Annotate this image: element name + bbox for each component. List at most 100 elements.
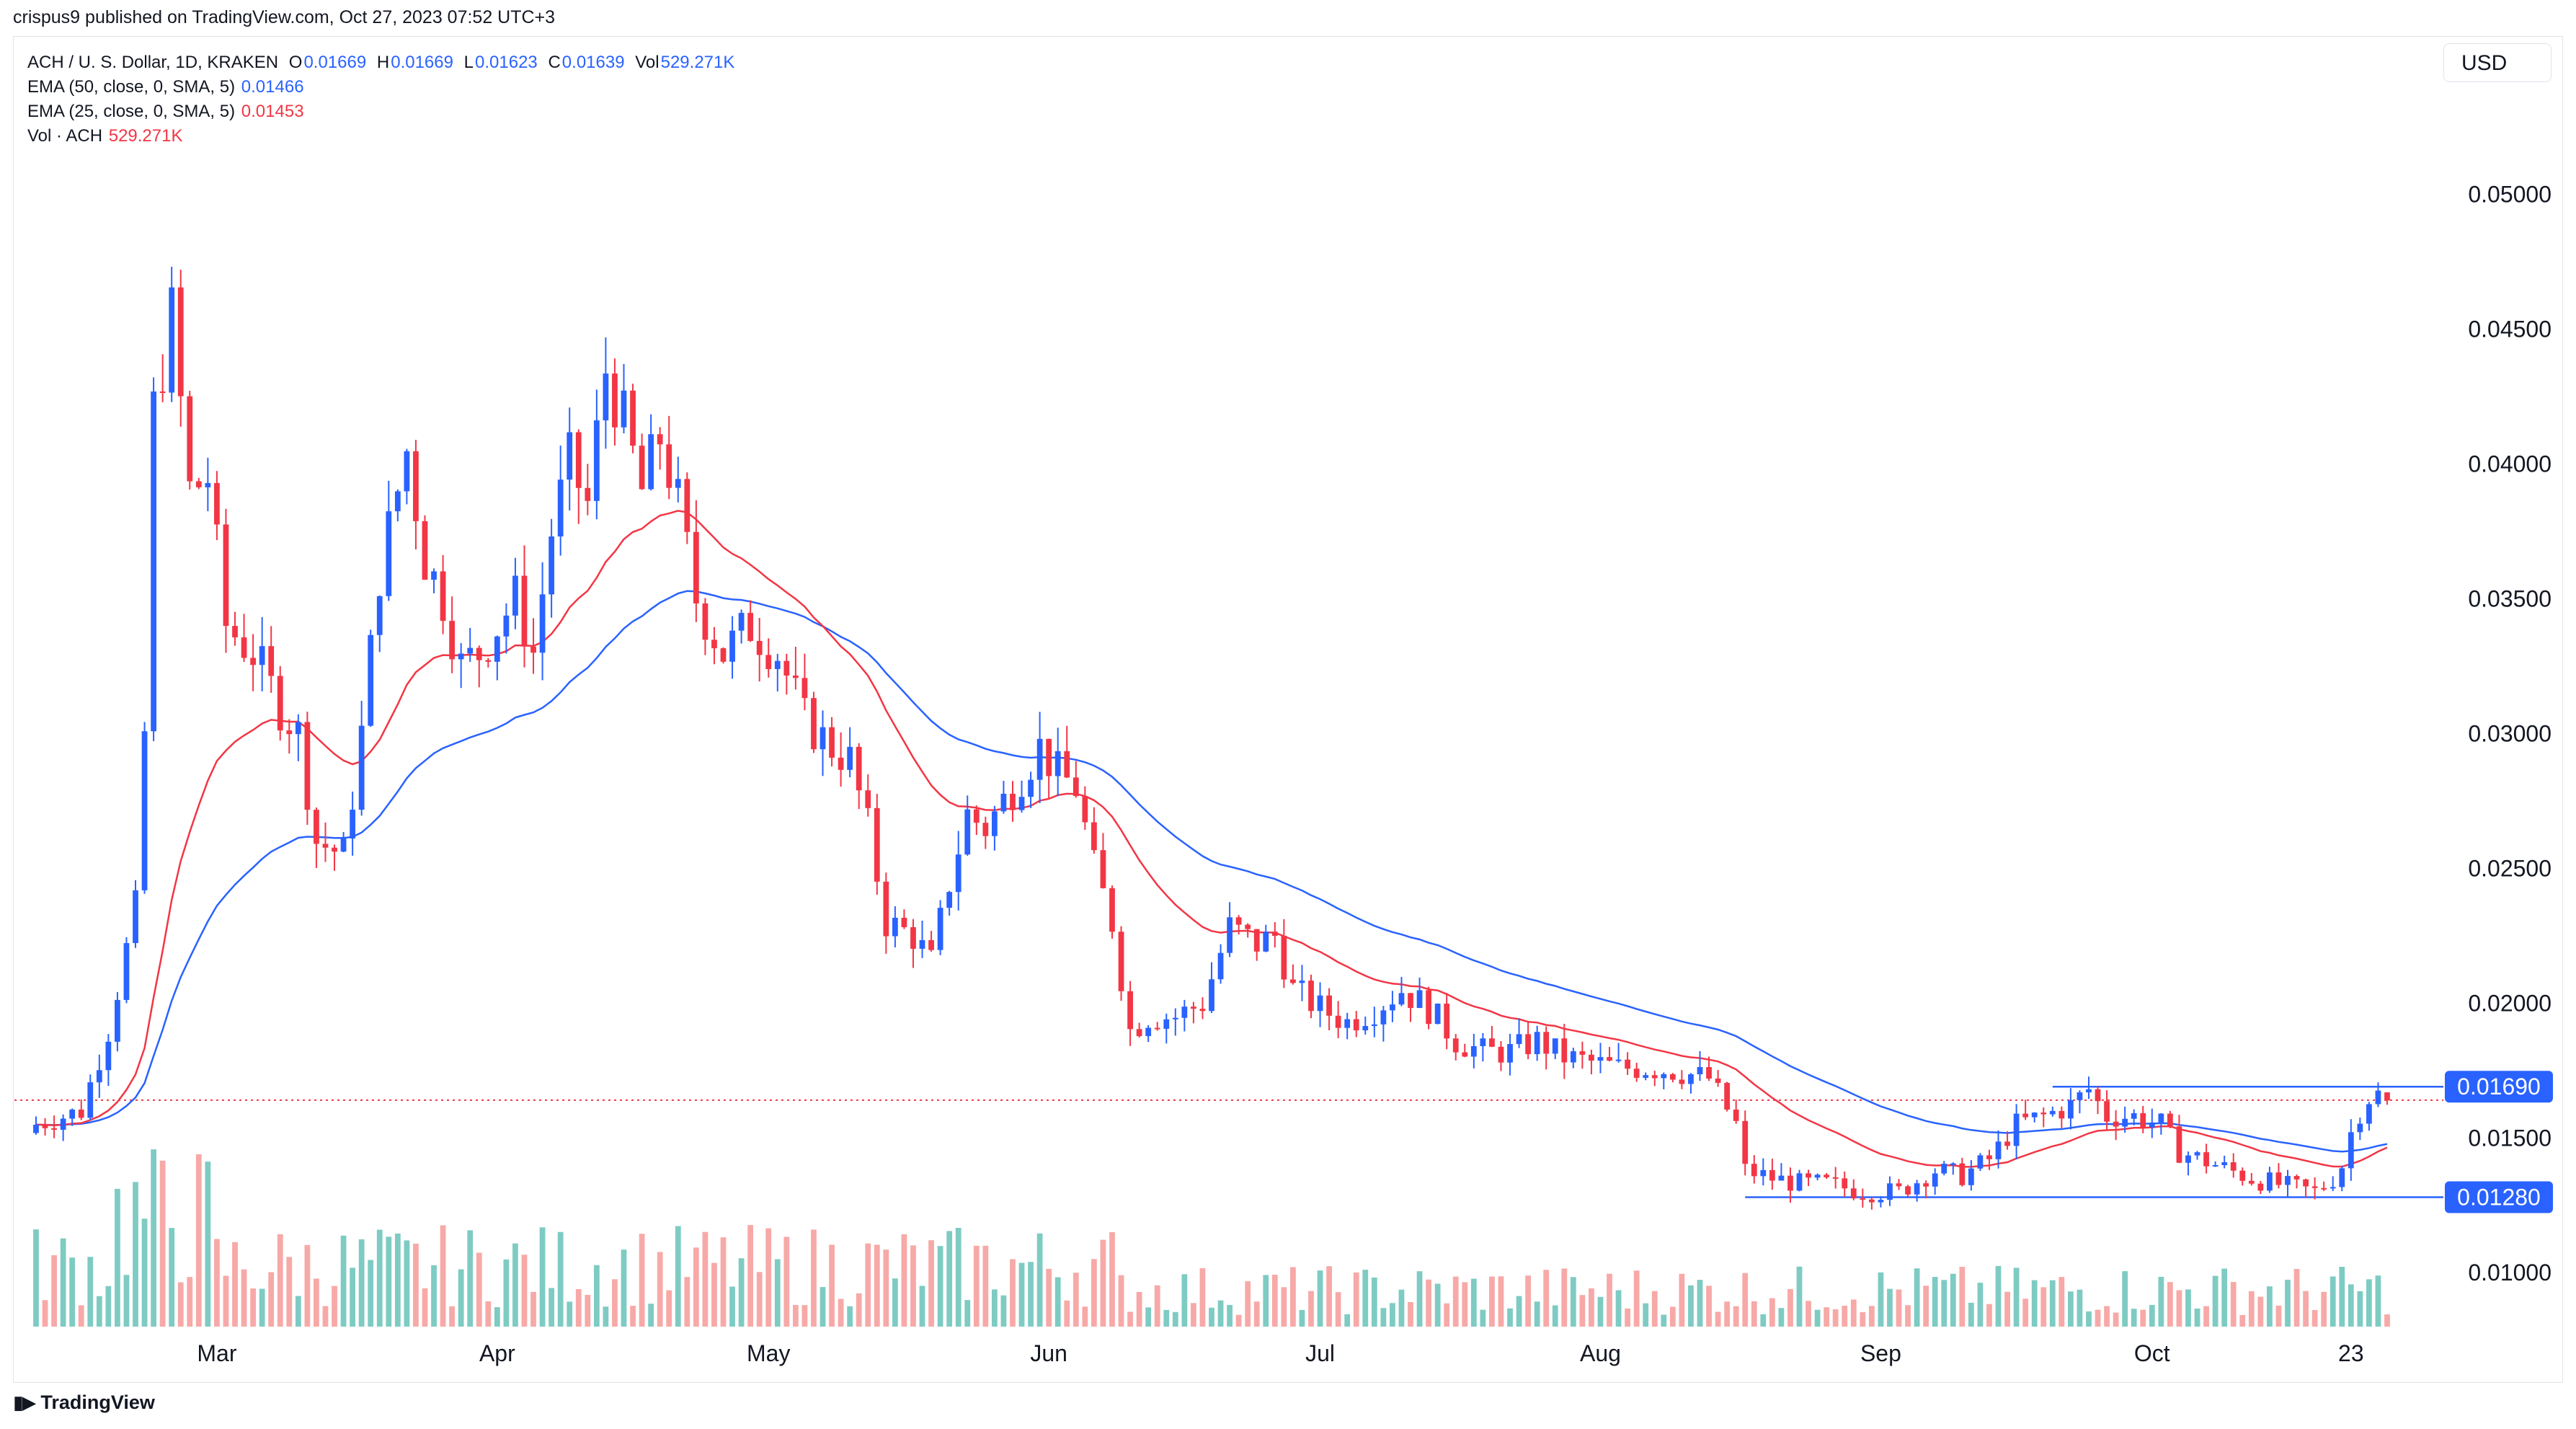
- volume-bar: [883, 1249, 889, 1327]
- volume-bar: [1905, 1305, 1911, 1327]
- legend-ema50-row[interactable]: EMA (50, close, 0, SMA, 5) 0.01466: [27, 75, 734, 99]
- volume-bar: [169, 1228, 175, 1327]
- price-tick-label: 0.01000: [2468, 1260, 2551, 1286]
- time-axis: Mar Apr May Jun Jul Aug Sep Oct 23: [197, 1340, 2363, 1366]
- volume-bar: [1733, 1306, 1739, 1327]
- candle-body: [33, 1124, 39, 1133]
- candle-body: [1462, 1052, 1468, 1057]
- candle-body: [1932, 1173, 1938, 1187]
- candle-body: [2384, 1092, 2390, 1101]
- volume-bar: [2049, 1280, 2056, 1327]
- legend-volume-row[interactable]: Vol · ACH 529.271K: [27, 124, 734, 149]
- volume-bar: [1462, 1282, 1468, 1327]
- candle-body: [2257, 1183, 2264, 1191]
- volume-bar: [1371, 1277, 1377, 1327]
- volume-bar: [277, 1234, 283, 1327]
- volume-bar: [2212, 1275, 2219, 1327]
- candle-body: [1127, 991, 1133, 1030]
- candle-body: [268, 646, 275, 676]
- volume-bar: [2176, 1290, 2182, 1327]
- candle-body: [69, 1109, 76, 1119]
- volume-bar: [1227, 1304, 1233, 1327]
- volume-bar: [1950, 1273, 1956, 1327]
- volume-bar: [1245, 1281, 1251, 1327]
- volume-bar: [1181, 1274, 1188, 1327]
- candle-body: [756, 640, 763, 655]
- volume-bar: [2230, 1282, 2237, 1327]
- volume-bar: [585, 1294, 591, 1327]
- volume-bar: [1000, 1295, 1007, 1327]
- candle-body: [883, 881, 889, 937]
- volume-bar: [801, 1305, 808, 1327]
- time-tick-label: Aug: [1580, 1340, 1621, 1366]
- candle-body: [286, 730, 293, 735]
- volume-bar: [1860, 1311, 1866, 1327]
- publish-info: crispus9 published on TradingView.com, O…: [13, 7, 556, 27]
- volume-bar: [1191, 1303, 1196, 1327]
- candle-body: [973, 809, 980, 823]
- volume-bar: [657, 1252, 663, 1327]
- candle-body: [1715, 1078, 1721, 1083]
- volume-bar: [1832, 1309, 1839, 1327]
- volume-bar: [1326, 1266, 1332, 1327]
- candle-body: [1850, 1188, 1857, 1199]
- level-tag: [2445, 1181, 2553, 1213]
- candle-body: [1290, 979, 1296, 983]
- candle-body: [1607, 1057, 1612, 1061]
- volume-bar: [1163, 1309, 1170, 1327]
- volume-bar: [557, 1231, 564, 1327]
- price-tags-layer: 0.01690 0.01280: [2445, 1071, 2553, 1213]
- price-tick-label: 0.05000: [2468, 182, 2551, 208]
- legend-ema25-row[interactable]: EMA (25, close, 0, SMA, 5) 0.01453: [27, 99, 734, 124]
- volume-bar: [141, 1218, 148, 1327]
- candle-body: [1199, 1009, 1206, 1012]
- volume-bar: [1217, 1300, 1224, 1327]
- candle-body: [1733, 1109, 1739, 1121]
- candle-body: [1335, 1015, 1341, 1028]
- candle-body: [856, 746, 862, 791]
- volume-bar: [123, 1275, 130, 1327]
- volume-bar: [358, 1239, 365, 1327]
- candle-body: [2077, 1092, 2083, 1100]
- candle-body: [1227, 917, 1233, 953]
- candle-body: [295, 722, 301, 735]
- legend-ema50-value: 0.01466: [241, 77, 304, 97]
- candle-body: [322, 844, 329, 848]
- volume-bar: [1470, 1278, 1477, 1327]
- volume-bar: [205, 1162, 211, 1327]
- volume-bar: [964, 1300, 971, 1327]
- volume-bar: [1127, 1311, 1133, 1327]
- candle-body: [1362, 1026, 1369, 1031]
- candle-body: [2293, 1176, 2300, 1180]
- volume-bar: [1923, 1286, 1929, 1327]
- volume-bar: [1697, 1280, 1703, 1327]
- candle-body: [1028, 779, 1034, 797]
- volume-bar: [548, 1288, 555, 1327]
- volume-bar: [87, 1257, 94, 1327]
- volume-bar: [1109, 1231, 1115, 1327]
- volume-bar: [1263, 1275, 1269, 1327]
- candle-body: [2122, 1118, 2128, 1127]
- candle-body: [1878, 1200, 1884, 1203]
- candle-body: [2149, 1122, 2155, 1128]
- volume-bar: [738, 1258, 745, 1327]
- currency-button[interactable]: USD: [2443, 43, 2551, 82]
- volume-bar: [901, 1234, 907, 1327]
- time-tick-label: Jun: [1030, 1340, 1067, 1366]
- candle-body: [1444, 1004, 1450, 1039]
- candle-body: [1416, 990, 1423, 1008]
- volume-bar: [1072, 1273, 1079, 1327]
- volume-bar: [702, 1231, 709, 1327]
- candle-body: [1281, 935, 1287, 980]
- candle-body: [449, 621, 456, 660]
- volume-bar: [530, 1291, 536, 1327]
- volume-bar: [404, 1240, 410, 1327]
- candle-body: [1380, 1010, 1387, 1025]
- volume-bar: [1669, 1306, 1676, 1327]
- volume-bar: [539, 1227, 546, 1327]
- candle-body: [2267, 1172, 2273, 1191]
- candle-body: [919, 939, 925, 949]
- candle-body: [901, 917, 907, 927]
- volume-bar: [2384, 1314, 2390, 1327]
